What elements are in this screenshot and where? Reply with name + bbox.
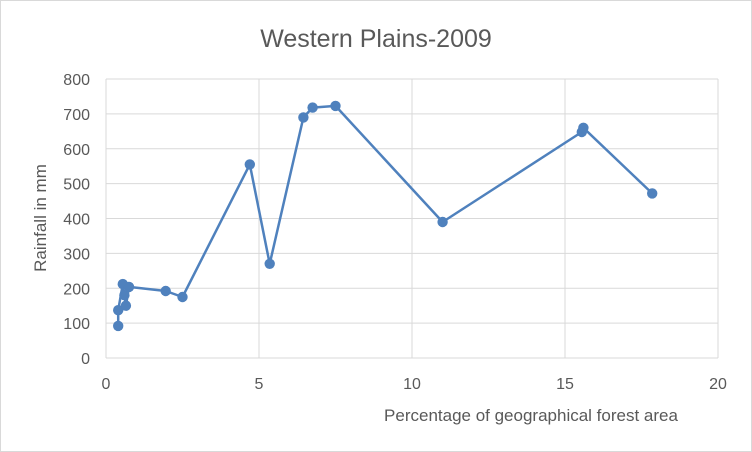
data-point (330, 100, 341, 112)
chart-title: Western Plains-2009 (260, 25, 492, 53)
data-point (113, 305, 124, 316)
data-point (160, 285, 171, 297)
x-tick-label: 15 (556, 376, 574, 393)
data-point (307, 102, 318, 113)
y-tick-label: 200 (63, 281, 90, 298)
data-point (123, 281, 135, 293)
x-tick-label: 10 (403, 376, 421, 393)
y-tick-label: 0 (81, 351, 90, 368)
data-point (578, 122, 589, 133)
data-point (244, 159, 255, 170)
y-tick-label: 100 (63, 316, 90, 333)
y-tick-label: 300 (63, 246, 90, 263)
data-point (647, 188, 658, 199)
data-point (298, 112, 309, 123)
data-point (113, 320, 124, 332)
x-tick-label: 5 (255, 376, 264, 393)
data-point (120, 300, 132, 311)
data-point (264, 258, 275, 269)
data-point (119, 290, 130, 301)
y-tick-label: 500 (63, 177, 90, 194)
series-layer (113, 100, 658, 332)
data-point (437, 216, 448, 228)
y-tick-label: 800 (63, 72, 90, 89)
y-tick-label: 400 (63, 212, 90, 229)
data-point (177, 291, 188, 303)
x-axis-label: Percentage of geographical forest area (384, 406, 678, 425)
x-tick-label: 20 (709, 376, 727, 393)
series-line (116, 104, 654, 328)
tick-layer: 0 100 200 300 400 500 600 700 800 0 5 10 15 20 (63, 72, 727, 393)
y-axis-label: Rainfall in mm (31, 164, 50, 272)
grid-layer (105, 78, 719, 359)
y-tick-label: 700 (63, 107, 90, 124)
y-tick-label: 600 (63, 142, 90, 159)
x-tick-label: 0 (102, 376, 111, 393)
